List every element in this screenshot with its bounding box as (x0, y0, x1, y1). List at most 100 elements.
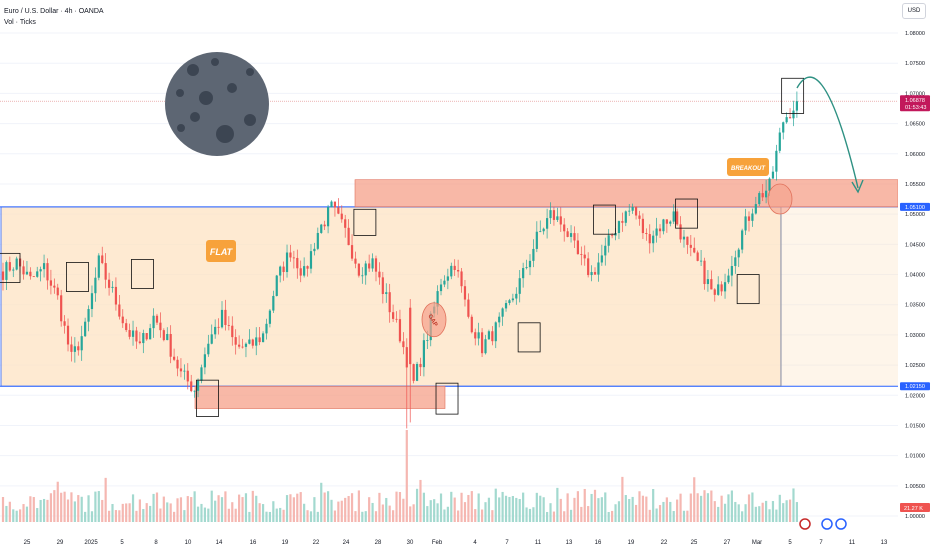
candle-body (80, 336, 83, 351)
volume-bar (563, 511, 566, 522)
moon-crater (244, 114, 256, 126)
volume-bar (710, 490, 713, 522)
volume-bar (285, 495, 289, 522)
price-tick-label: 1.08000 (905, 31, 925, 37)
volume-bar (8, 501, 11, 522)
candle-body (344, 219, 347, 228)
moon-crater (211, 58, 219, 66)
candle-body (628, 210, 631, 212)
volume-bar (217, 495, 220, 522)
symbol-title[interactable]: Euro / U.S. Dollar · 4h · OANDA (4, 8, 104, 15)
candle-body (12, 269, 15, 271)
volume-bar (573, 497, 576, 522)
time-tick-label: 14 (216, 540, 223, 546)
candle-body (196, 380, 200, 391)
breakout-circle (767, 183, 793, 215)
volume-bar (80, 496, 83, 522)
volume-bar (121, 503, 124, 522)
volume-bar (12, 509, 15, 522)
volume-bar (107, 510, 111, 522)
currency-button[interactable]: USD (902, 3, 926, 19)
moon-crater (227, 83, 237, 93)
price-tick-label: 1.05500 (905, 182, 925, 188)
volume-bar (279, 507, 282, 522)
candle-body (508, 300, 511, 304)
candle-body (747, 216, 751, 221)
volume-bar (32, 497, 35, 522)
candle-body (5, 262, 8, 280)
candle-body (457, 269, 460, 272)
candle-body (426, 340, 429, 341)
volume-bar (720, 495, 723, 522)
volume-bar (741, 511, 744, 522)
candle-body (723, 282, 727, 292)
candle-body (737, 249, 740, 258)
candle-body (494, 322, 497, 342)
candle-body (593, 272, 597, 275)
candle-body (299, 268, 302, 276)
candle-body (559, 216, 562, 225)
candle-body (580, 254, 583, 255)
candle-body (162, 330, 165, 341)
volume-bar (498, 497, 501, 522)
volume-bar (149, 505, 152, 522)
candle-body (634, 207, 638, 216)
economic-event-icon (835, 518, 847, 530)
candle-body (114, 286, 118, 305)
volume-bar (504, 495, 508, 522)
candle-body (758, 193, 761, 205)
candle-body (607, 235, 610, 246)
volume-bar (1, 496, 5, 522)
volume-bar (559, 498, 562, 522)
volume-bar (569, 509, 573, 522)
volume-bar (231, 502, 234, 522)
volume-bar (49, 493, 53, 522)
forecast-arrow (796, 76, 859, 189)
candle-body (149, 328, 152, 340)
candle-body (53, 285, 56, 288)
volume-bar (422, 492, 426, 522)
candle-body (289, 252, 292, 258)
price-tick-label: 1.01500 (905, 423, 925, 429)
volume-bar (70, 492, 73, 522)
volume-bar (436, 503, 439, 522)
volume-bar (467, 494, 470, 522)
candle-body (279, 266, 282, 276)
volume-bar (645, 496, 648, 522)
gap-circle (421, 302, 447, 338)
volume-bar (118, 510, 121, 522)
volume-bar (320, 482, 323, 522)
volume-bar (19, 509, 22, 522)
candle-body (460, 271, 463, 287)
candle-body (611, 235, 614, 237)
candle-body (669, 221, 672, 224)
candle-body (125, 323, 128, 331)
volume-bar (5, 505, 8, 522)
candle-body (121, 316, 124, 324)
volume-bar (778, 494, 781, 522)
candle-body (778, 132, 781, 151)
time-axis[interactable]: 25 29 2025 5 8 10 14 16 19 22 24 28 30 Feb 4 7 11 13 16 19 2… (0, 534, 932, 550)
candle-body (220, 309, 224, 328)
last-price-label: 1.06878 (905, 98, 925, 104)
volume-bar (131, 494, 135, 522)
candle-body (782, 122, 785, 133)
volume-bar (220, 497, 224, 522)
volume-bar (501, 491, 504, 522)
candle-body (29, 271, 32, 277)
candle-body (395, 318, 398, 320)
time-tick-label: 27 (724, 540, 731, 546)
volume-bar (203, 507, 206, 522)
volume-bar (114, 510, 118, 522)
volume-bar (90, 511, 94, 522)
moon-crater (199, 91, 213, 105)
volume-indicator-label[interactable]: Vol · Ticks (4, 19, 36, 26)
volume-bar (22, 504, 25, 522)
price-axis[interactable]: 1.08000 1.07500 1.07000 1.06500 1.06000 1.055… (898, 0, 932, 550)
volume-bar (183, 510, 186, 522)
candle-body (419, 363, 422, 368)
candle-body (306, 266, 309, 269)
volume-bar (412, 504, 415, 522)
candle-body (36, 271, 39, 277)
